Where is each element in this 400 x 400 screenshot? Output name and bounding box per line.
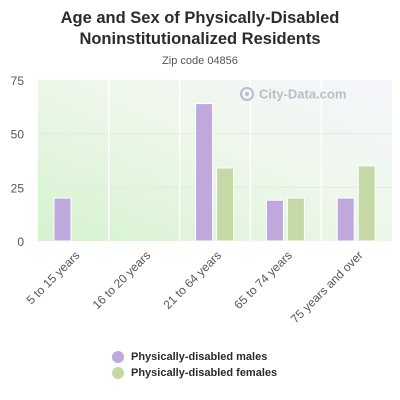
bar-males [265,199,284,242]
bar-females [216,167,235,242]
x-tick-label: 65 to 74 years [231,248,295,312]
chart-title-line-1: Age and Sex of Physically-Disabled [60,9,340,27]
bar-females [357,165,376,242]
y-tick-label: 0 [17,235,24,249]
legend: Physically-disabled males Physically-dis… [112,349,277,381]
plot-area [38,80,392,241]
bar-males [53,197,72,242]
y-tick-label: 75 [11,74,25,88]
chart-subtitle: Zip code 04856 [162,55,238,67]
legend-label-males: Physically-disabled males [131,351,268,363]
x-tick-label: 75 years and over [288,248,366,326]
legend-item-females: Physically-disabled females [112,365,277,381]
legend-swatch-males [112,351,124,363]
legend-item-males: Physically-disabled males [112,349,277,365]
x-tick-label: 5 to 15 years [24,248,83,307]
watermark-text: City-Data.com [259,87,346,102]
watermark-icon [240,87,254,101]
chart-title-line-2: Noninstitutionalized Residents [79,30,321,48]
y-tick-label: 25 [11,181,25,195]
x-tick-label: 16 to 20 years [90,248,154,312]
chart-title: Age and Sex of Physically-Disabled Nonin… [0,8,400,50]
x-tick-label: 21 to 64 years [160,248,224,312]
bar-males [195,103,214,242]
legend-swatch-females [112,367,124,379]
watermark: City-Data.com [240,87,346,102]
watermark-icon-center [245,92,249,96]
y-tick-label: 50 [11,128,25,142]
legend-label-females: Physically-disabled females [131,367,278,379]
bar-males [336,197,355,242]
bar-females [286,197,305,242]
